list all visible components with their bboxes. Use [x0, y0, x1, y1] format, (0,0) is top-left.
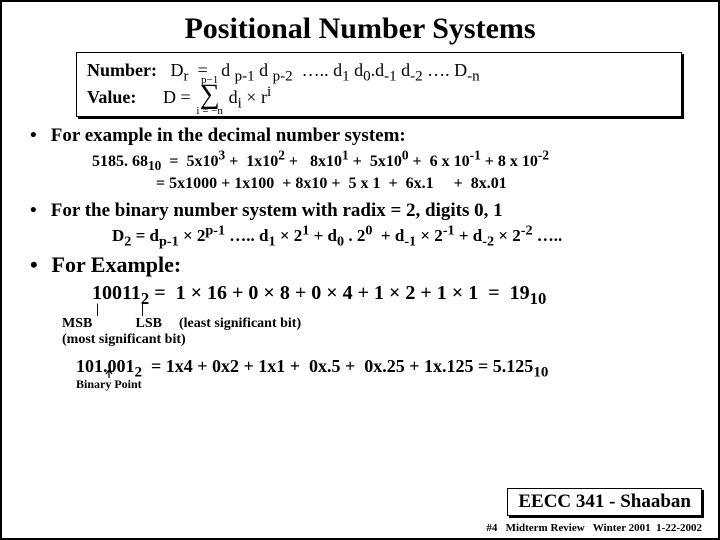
bit-markers: | | [91, 302, 700, 316]
binary-point-label: Binary Point [76, 377, 700, 392]
bullet-icon: • [30, 125, 46, 147]
footer: #4 Midterm Review Winter 2001 1-22-2002 [486, 522, 702, 534]
bullet-binary: • For the binary number system with radi… [30, 200, 700, 222]
d2-line: D2 = dp-1 × 2p-1 ….. d1 × 21 + d0 . 20 +… [112, 226, 700, 246]
lsb-marker: | [141, 302, 144, 318]
msb-note: (most significant bit) [62, 332, 700, 348]
value-row: Value: D = p−1 ∑ i = −n di × ri [87, 83, 671, 110]
sigma-icon: p−1 ∑ i = −n [200, 83, 220, 110]
lsb-label: LSB [136, 316, 176, 332]
msb-lsb-row: MSB LSB (least significant bit) [62, 316, 700, 332]
fractional-example: 101.0012 = 1x4 + 0x2 + 1x1 + 0x.5 + 0x.2… [76, 356, 700, 377]
number-row: Number: Dr = d p-1 d p-2 ….. d1 d0.d-1 d… [87, 57, 671, 83]
number-label: Number: [87, 60, 157, 80]
value-d: D = [163, 84, 191, 110]
arrow-icon [104, 370, 114, 382]
bullet-icon: • [30, 200, 46, 222]
value-body: di × ri [229, 84, 272, 110]
definition-box: Number: Dr = d p-1 d p-2 ….. d1 d0.d-1 d… [76, 52, 682, 117]
course-box: EECC 341 - Shaaban [507, 488, 702, 516]
lsb-note: (least significant bit) [179, 316, 301, 331]
slide-title: Positional Number Systems [20, 12, 700, 46]
bullet-decimal: • For example in the decimal number syst… [30, 125, 700, 147]
bullet-example: • For Example: [30, 252, 700, 278]
bullet-icon: • [30, 252, 46, 278]
msb-label: MSB [62, 316, 132, 332]
decimal-line2: = 5x1000 + 1x100 + 8x10 + 5 x 1 + 6x.1 +… [156, 173, 700, 195]
slide: Positional Number Systems Number: Dr = d… [0, 0, 720, 540]
value-label: Value: [87, 84, 157, 110]
msb-marker: | [96, 302, 99, 318]
decimal-line1: 5185. 6810 = 5x103 + 1x102 + 8x101 + 5x1… [92, 151, 700, 173]
